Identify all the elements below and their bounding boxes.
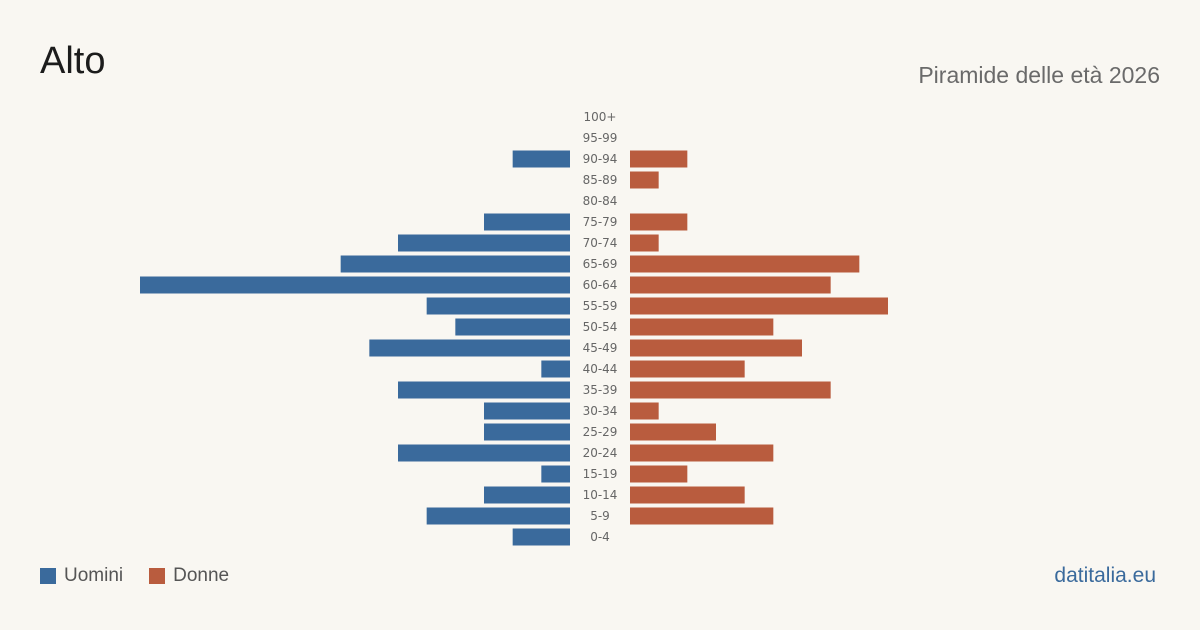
age-group-label: 90-94 [583,152,618,166]
bar-men-20-24 [398,444,570,462]
age-group-label: 75-79 [583,215,618,229]
legend-item-men: Uomini [40,565,123,587]
bar-women-25-29 [630,423,716,441]
bar-women-5-9 [630,507,774,525]
bar-men-50-54 [455,318,570,336]
bar-women-20-24 [630,444,774,462]
age-group-label: 15-19 [583,467,618,481]
page-subtitle: Piramide delle età 2026 [918,62,1160,88]
bar-men-25-29 [484,423,570,441]
page-title: Alto [40,40,106,82]
bar-men-5-9 [426,507,570,525]
bar-men-70-74 [398,234,570,252]
bar-men-0-4 [512,528,570,546]
chart-legend: Uomini Donne [40,565,229,587]
age-group-label: 45-49 [583,341,618,355]
age-group-label: 30-34 [583,404,618,418]
age-group-label: 40-44 [583,362,618,376]
bar-men-10-14 [484,486,570,504]
legend-item-women: Donne [149,565,229,587]
age-group-label: 65-69 [583,257,618,271]
age-group-label: 5-9 [590,509,610,523]
age-group-label: 80-84 [583,194,618,208]
bar-women-45-49 [630,339,802,357]
bar-women-55-59 [630,297,888,315]
source-link[interactable]: datitalia.eu [1054,564,1156,587]
bar-men-90-94 [512,150,570,168]
age-group-label: 85-89 [583,173,618,187]
age-group-label: 55-59 [583,299,618,313]
bar-men-40-44 [541,360,570,378]
age-group-label: 50-54 [583,320,618,334]
age-group-label: 25-29 [583,425,618,439]
bar-women-30-34 [630,402,659,420]
legend-label-men: Uomini [64,565,124,586]
legend-swatch-women [149,568,166,584]
bar-women-70-74 [630,234,659,252]
bar-women-50-54 [630,318,774,336]
bar-men-60-64 [140,276,570,294]
age-group-label: 0-4 [590,530,610,544]
age-group-label: 10-14 [583,488,618,502]
age-group-label: 100+ [584,110,617,124]
age-group-label: 20-24 [583,446,618,460]
bar-men-35-39 [398,381,570,399]
bar-women-65-69 [630,255,860,273]
bar-men-45-49 [369,339,570,357]
bar-men-75-79 [484,213,570,231]
bar-women-35-39 [630,381,831,399]
bar-men-65-69 [340,255,570,273]
bar-women-15-19 [630,465,688,483]
age-group-label: 35-39 [583,383,618,397]
age-group-label: 95-99 [583,131,618,145]
bar-women-75-79 [630,213,688,231]
age-group-label: 70-74 [583,236,618,250]
bar-men-55-59 [426,297,570,315]
bar-women-85-89 [630,171,659,189]
bar-women-40-44 [630,360,745,378]
legend-label-women: Donne [173,565,230,586]
age-group-label: 60-64 [583,278,618,292]
bar-women-90-94 [630,150,688,168]
bar-men-30-34 [484,402,570,420]
legend-swatch-men [40,568,56,584]
bar-women-60-64 [630,276,831,294]
bar-women-10-14 [630,486,745,504]
bar-men-15-19 [541,465,570,483]
